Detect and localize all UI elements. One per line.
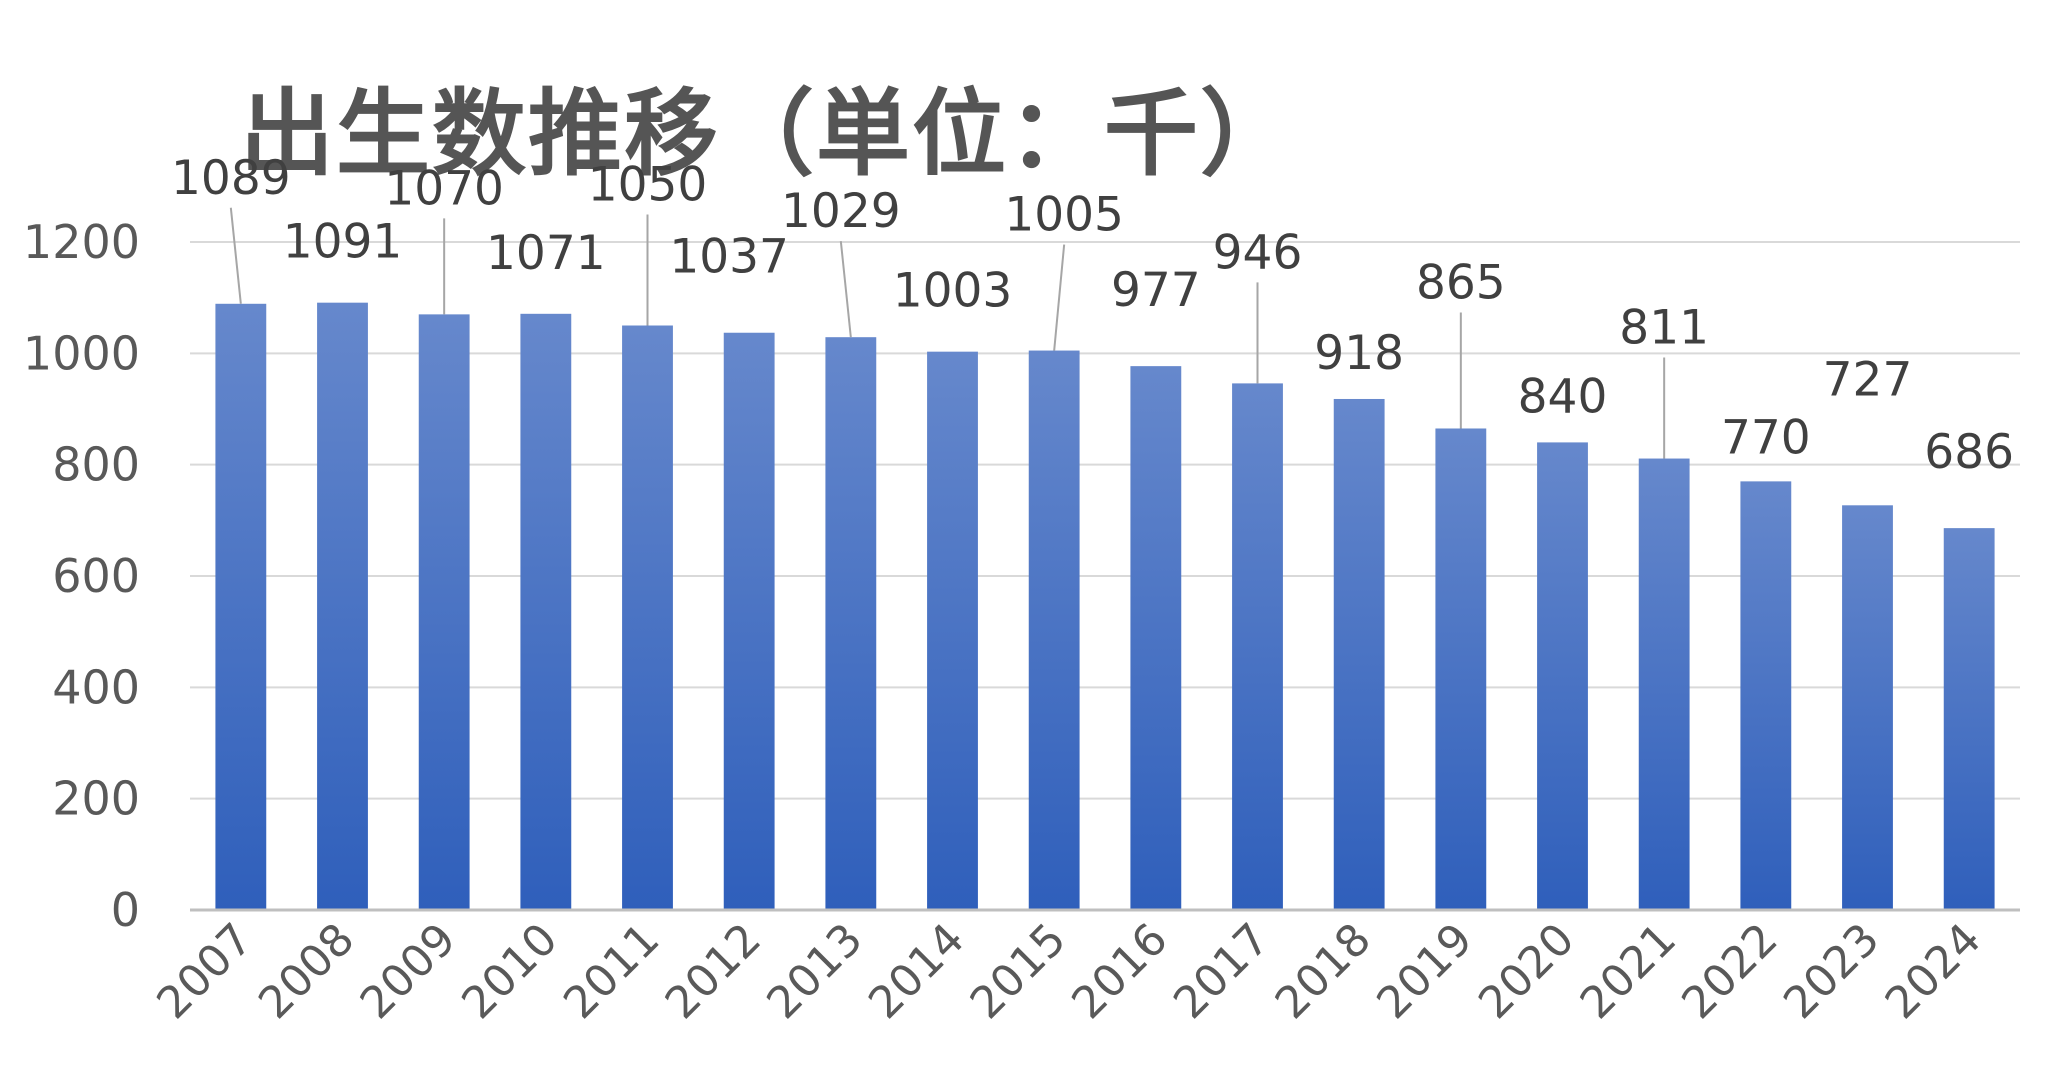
bar — [723, 332, 775, 910]
leader-line — [1053, 244, 1066, 351]
x-tick-label: 2009 — [351, 914, 466, 1029]
leader-lines — [229, 207, 1666, 459]
y-tick-label: 200 — [52, 772, 140, 826]
bar — [1333, 398, 1385, 910]
data-labels: 1089109110701071105010371029100310059779… — [171, 151, 2014, 480]
x-axis-ticks: 2007200820092010201120122013201420152016… — [147, 914, 1991, 1029]
data-label: 840 — [1518, 369, 1608, 424]
bar — [825, 337, 877, 910]
data-label: 1005 — [1004, 188, 1124, 243]
x-tick-label: 2016 — [1062, 914, 1177, 1029]
x-tick-label: 2022 — [1672, 914, 1787, 1029]
y-tick-label: 1000 — [23, 326, 140, 380]
y-tick-label: 1200 — [23, 215, 140, 269]
x-tick-label: 2011 — [554, 914, 669, 1029]
data-label: 1050 — [588, 158, 708, 213]
x-tick-label: 2007 — [147, 914, 262, 1029]
x-tick-label: 2015 — [961, 914, 1076, 1029]
leader-line — [839, 241, 852, 338]
data-label: 1091 — [283, 215, 403, 270]
bar — [1435, 428, 1487, 910]
y-tick-label: 600 — [52, 549, 140, 603]
x-tick-label: 2020 — [1469, 914, 1584, 1029]
bar — [1028, 350, 1080, 910]
y-tick-label: 400 — [52, 660, 140, 714]
bar — [1943, 528, 1995, 910]
data-label: 1089 — [171, 151, 291, 206]
data-label: 770 — [1721, 410, 1811, 465]
bar — [1842, 505, 1893, 910]
bar — [1537, 442, 1588, 910]
data-label: 946 — [1213, 225, 1303, 280]
data-label: 1071 — [486, 226, 606, 281]
bar — [215, 303, 267, 910]
bar — [1740, 481, 1792, 910]
x-tick-label: 2008 — [249, 914, 364, 1029]
data-label: 1070 — [384, 161, 504, 216]
leader-line — [229, 207, 242, 304]
data-label: 865 — [1416, 255, 1506, 310]
x-tick-label: 2019 — [1367, 914, 1482, 1029]
data-label: 686 — [1924, 425, 2014, 480]
bar — [520, 313, 572, 910]
x-tick-label: 2017 — [1164, 914, 1279, 1029]
data-label: 977 — [1111, 263, 1201, 318]
data-label: 811 — [1619, 301, 1709, 356]
x-tick-label: 2010 — [452, 914, 567, 1029]
data-label: 918 — [1314, 326, 1404, 381]
x-tick-label: 2023 — [1774, 914, 1889, 1029]
y-tick-label: 800 — [52, 438, 140, 492]
bar — [317, 302, 368, 911]
x-tick-label: 2013 — [757, 914, 872, 1029]
x-tick-label: 2014 — [859, 914, 974, 1029]
data-label: 1029 — [781, 184, 901, 239]
data-label: 1003 — [893, 264, 1013, 319]
x-tick-label: 2021 — [1571, 914, 1686, 1029]
bar — [1232, 383, 1283, 911]
bars — [215, 302, 1995, 911]
bar — [622, 325, 673, 910]
y-axis-ticks: 0 200 400 600 800 1000 1200 — [23, 215, 140, 937]
x-tick-label: 2018 — [1266, 914, 1381, 1029]
bar — [418, 314, 470, 910]
x-tick-label: 2012 — [656, 914, 771, 1029]
chart-title: 出生数推移（単位：千） — [240, 80, 1297, 189]
bar — [927, 351, 978, 910]
x-tick-label: 2024 — [1876, 914, 1991, 1029]
data-label: 727 — [1823, 352, 1913, 407]
gridlines — [190, 241, 2020, 800]
bar — [1638, 458, 1690, 910]
y-tick-label: 0 — [111, 883, 140, 937]
data-label: 1037 — [669, 230, 789, 285]
bar — [1130, 366, 1182, 910]
